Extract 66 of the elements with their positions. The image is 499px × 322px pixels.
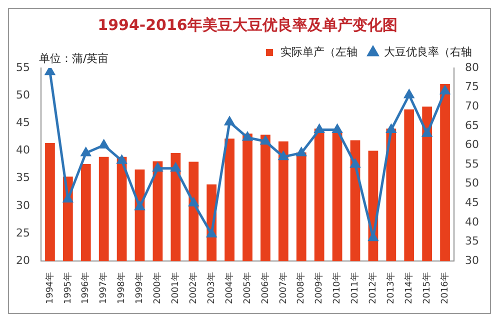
x-tick-label: 2000年 (152, 272, 164, 304)
x-tick-label: 1998年 (116, 272, 128, 304)
y2-tick-label: 55 (465, 157, 480, 170)
point (242, 132, 252, 141)
x-tick-label: 2014年 (403, 272, 414, 304)
point (296, 148, 306, 156)
point (350, 159, 360, 168)
y2-tick-label: 40 (465, 215, 480, 228)
chart-title: 1994-2016年美豆大豆优良率及单产变化图 (98, 16, 398, 34)
y-tick-label: 25 (16, 226, 30, 240)
y2-tick-label: 35 (465, 234, 480, 248)
point (260, 136, 270, 145)
x-tick-label: 2001年 (170, 272, 182, 304)
x-tick-label: 2012年 (368, 272, 379, 304)
point (440, 86, 450, 94)
point (188, 198, 198, 206)
y-tick-label: 40 (16, 144, 30, 157)
x-tick-label: 2015年 (421, 272, 432, 304)
point (117, 155, 127, 164)
x-tick-label: 2010年 (332, 272, 343, 304)
x-tick-label: 2011年 (350, 272, 361, 304)
point (404, 90, 414, 98)
y2-tick-label: 70 (465, 99, 480, 112)
x-tick-label: 2007年 (278, 272, 289, 304)
y2-tick-label: 45 (465, 196, 480, 210)
x-tick-label: 2006年 (260, 272, 271, 304)
point (314, 124, 324, 134)
x-tick-label: 2004年 (224, 272, 235, 304)
x-tick-label: 2008年 (296, 272, 307, 304)
x-tick-label: 2003年 (206, 272, 217, 304)
point (81, 148, 91, 156)
y-tick-label: 30 (16, 198, 30, 212)
y2-tick-label: 80 (465, 60, 480, 74)
point (170, 163, 180, 172)
point (206, 228, 216, 238)
y2-tick-label: 30 (465, 254, 480, 267)
x-tick-label: 1996年 (80, 272, 92, 304)
y-tick-label: 35 (16, 171, 30, 184)
point (386, 124, 396, 134)
y2-tick-label: 50 (465, 176, 480, 190)
point (45, 68, 55, 76)
y2-tick-label: 60 (465, 138, 480, 152)
y-tick-label: 45 (16, 116, 30, 130)
y2-tick-label: 65 (465, 118, 480, 132)
legend-label: 大豆优良率（右轴 (384, 45, 472, 58)
x-tick-label: 1994年 (44, 272, 56, 304)
x-tick-label: 2002年 (188, 272, 199, 304)
x-tick-label: 2016年 (439, 272, 450, 304)
point (99, 140, 109, 148)
y-tick-label: 55 (16, 60, 30, 74)
x-tick-label: 1997年 (98, 272, 110, 304)
point (135, 202, 144, 210)
y2-tick-label: 75 (465, 80, 480, 94)
x-tick-label: 2005年 (242, 272, 253, 304)
point (422, 128, 432, 137)
y-tick-label: 20 (16, 254, 30, 267)
legend-label: 实际单产（左轴 (280, 45, 358, 58)
x-tick-label: 2013年 (386, 272, 396, 304)
point (278, 152, 288, 160)
x-tick-label: 2009年 (314, 272, 325, 304)
point (224, 116, 234, 126)
point (63, 194, 73, 203)
x-tick-label: 1995年 (62, 272, 74, 304)
y-tick-label: 50 (16, 88, 30, 102)
y-axis-title: 单位：蒲/英亩 (39, 51, 109, 66)
x-tick-label: 1999年 (134, 272, 146, 304)
